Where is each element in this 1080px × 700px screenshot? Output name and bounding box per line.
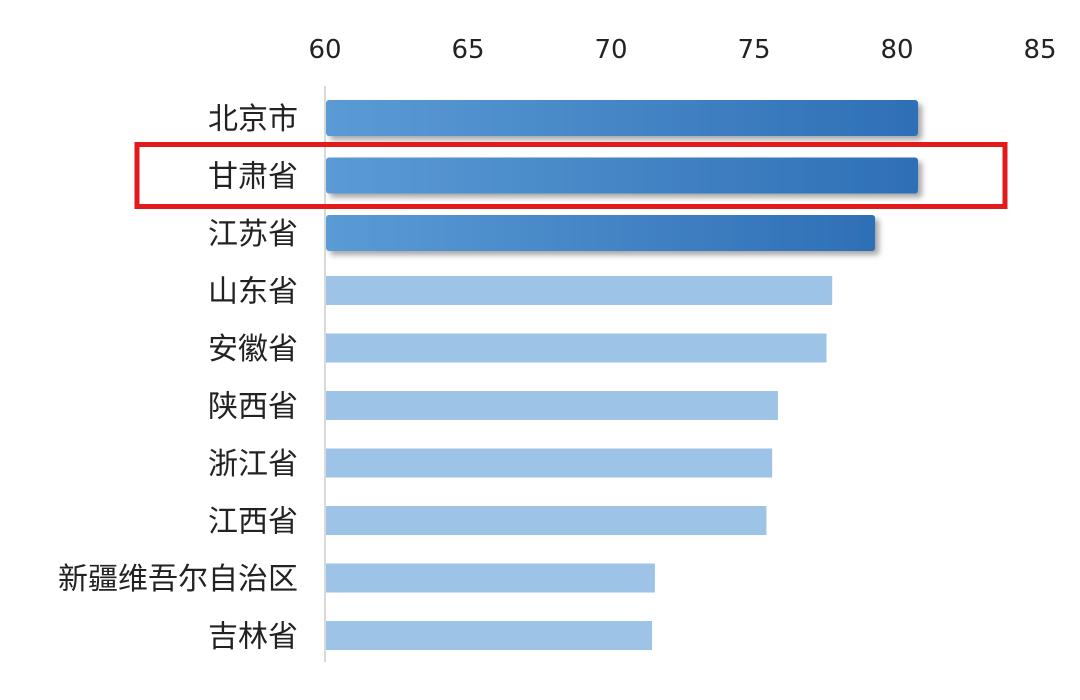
category-label: 江西省: [208, 505, 298, 540]
bar: [326, 391, 778, 420]
category-label: 山东省: [208, 275, 298, 310]
highlight-box: [134, 142, 1008, 209]
bar: [326, 215, 876, 251]
bar: [326, 448, 773, 478]
category-label: 江苏省: [208, 217, 298, 252]
bar: [326, 621, 653, 650]
bar: [326, 276, 833, 305]
x-tick-label: 65: [451, 35, 484, 65]
category-label: 甘肃省: [208, 160, 298, 195]
x-tick-label: 80: [880, 35, 913, 65]
bar: [326, 100, 919, 136]
x-tick-label: 75: [737, 35, 770, 65]
bar: [326, 157, 919, 194]
bar: [326, 506, 767, 535]
x-tick-label: 85: [1023, 35, 1056, 65]
category-label: 吉林省: [208, 620, 298, 655]
bar: [326, 563, 655, 593]
bar: [326, 333, 827, 363]
category-label: 新疆维吾尔自治区: [58, 562, 298, 597]
category-label: 陕西省: [208, 390, 298, 425]
category-label: 安徽省: [208, 332, 298, 367]
x-tick-label: 60: [308, 35, 341, 65]
x-tick-label: 70: [594, 35, 627, 65]
bars: [326, 100, 919, 650]
category-label: 浙江省: [208, 447, 298, 482]
x-axis-ticks: 60 65 70 75 80 85: [308, 35, 1056, 65]
category-label: 北京市: [208, 102, 298, 137]
